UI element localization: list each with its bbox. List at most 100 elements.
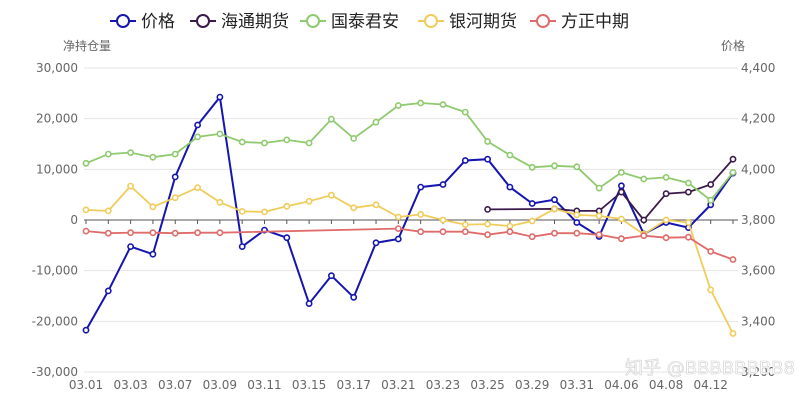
data-point (662, 190, 670, 198)
data-point (484, 205, 491, 213)
left-y-tick-label: -20,000 (32, 314, 78, 328)
data-point (484, 138, 491, 145)
data-point (461, 228, 469, 236)
right-y-tick-label: 3,400 (741, 314, 775, 328)
data-point (82, 206, 90, 214)
data-point (305, 139, 313, 147)
data-point (618, 182, 625, 190)
legend-label: 海通期货 (221, 12, 289, 32)
legend[interactable]: 价格 海通期货 国泰君安 银河期货 方正中期 (110, 12, 629, 32)
x-tick-label: 03.09 (203, 378, 237, 392)
x-axis: 03.01 03.03 03.07 03.09 03.11 03.15 03.17 03.21… (69, 220, 734, 392)
series-layer (82, 93, 737, 337)
series-4 (82, 182, 737, 337)
right-axis-title: 价格 (721, 38, 745, 53)
data-point (149, 203, 157, 211)
data-point (417, 99, 425, 107)
data-point (350, 204, 358, 212)
data-point (528, 200, 536, 207)
data-point (729, 256, 737, 263)
data-point (82, 159, 90, 167)
data-point (506, 151, 514, 159)
legend-item-5[interactable]: 方正中期 (530, 12, 629, 32)
data-point (461, 221, 469, 228)
legend-item-2[interactable]: 海通期货 (190, 12, 289, 32)
data-point (216, 198, 224, 206)
data-point (551, 229, 558, 237)
data-point (104, 287, 112, 295)
data-point (238, 243, 246, 250)
data-point (662, 234, 670, 242)
right-y-tick-label: 3,600 (741, 264, 775, 278)
data-point (194, 229, 201, 237)
data-point (484, 231, 491, 239)
data-point (327, 115, 335, 123)
data-point (595, 184, 603, 192)
data-point (127, 182, 134, 190)
data-point (216, 93, 224, 101)
x-tick-label: 03.23 (426, 378, 460, 392)
series-line (487, 158, 734, 222)
data-point (640, 232, 648, 240)
data-point (417, 183, 425, 191)
data-point (707, 247, 715, 255)
data-point (283, 202, 291, 210)
series-line (85, 184, 734, 334)
data-point (372, 239, 380, 247)
data-point (685, 219, 692, 226)
data-point (171, 194, 179, 202)
legend-marker (536, 14, 550, 28)
data-point (528, 233, 536, 241)
data-point (394, 225, 402, 232)
data-point (238, 138, 246, 146)
right-y-tick-label: 3,800 (741, 213, 775, 227)
series-2 (484, 155, 737, 224)
left-y-tick-label: 20,000 (36, 112, 78, 126)
data-point (461, 108, 469, 116)
data-point (417, 210, 425, 218)
data-point (618, 215, 625, 223)
gridlines (84, 67, 738, 373)
x-tick-label: 04.06 (604, 378, 638, 392)
data-point (506, 228, 514, 236)
legend-item-1[interactable]: 价格 (110, 12, 175, 32)
data-point (127, 149, 134, 156)
data-point (305, 197, 313, 205)
data-point (618, 235, 625, 243)
legend-item-3[interactable]: 国泰君安 (300, 12, 399, 32)
data-point (372, 201, 380, 209)
data-point (350, 134, 358, 142)
legend-item-4[interactable]: 银河期货 (418, 12, 517, 32)
x-tick-label: 04.12 (694, 378, 728, 392)
left-y-tick-label: 0 (70, 213, 78, 227)
left-y-axis: 30,000 20,000 10,000 0 -10,000 -20,000 -30,000 (32, 61, 78, 379)
data-point (394, 213, 402, 221)
data-point (685, 179, 692, 187)
left-y-tick-label: -30,000 (32, 365, 78, 379)
x-tick-label: 03.01 (69, 378, 103, 392)
legend-marker (116, 14, 130, 28)
series-line (85, 102, 734, 202)
data-point (261, 139, 268, 147)
data-point (327, 191, 335, 199)
data-point (372, 118, 380, 126)
legend-marker (196, 14, 210, 28)
data-point (82, 326, 90, 334)
left-axis-title: 净持仓量 (63, 38, 111, 53)
legend-label: 银河期货 (449, 12, 517, 32)
data-point (551, 205, 558, 213)
data-point (261, 208, 268, 216)
data-point (283, 136, 291, 144)
x-tick-label: 04.08 (649, 378, 683, 392)
x-tick-label: 03.25 (470, 378, 504, 392)
data-point (171, 229, 179, 237)
right-y-tick-label: 3,200 (741, 365, 775, 379)
watermark: 知乎 @BBBBBBBB8 (625, 358, 795, 379)
x-tick-label: 03.21 (381, 378, 415, 392)
right-y-axis: 4,400 4,200 4,000 3,800 3,600 3,400 3,200 (741, 61, 775, 379)
data-point (707, 181, 715, 188)
left-y-tick-label: 10,000 (36, 162, 78, 176)
data-point (618, 188, 625, 196)
series-line (85, 227, 734, 261)
